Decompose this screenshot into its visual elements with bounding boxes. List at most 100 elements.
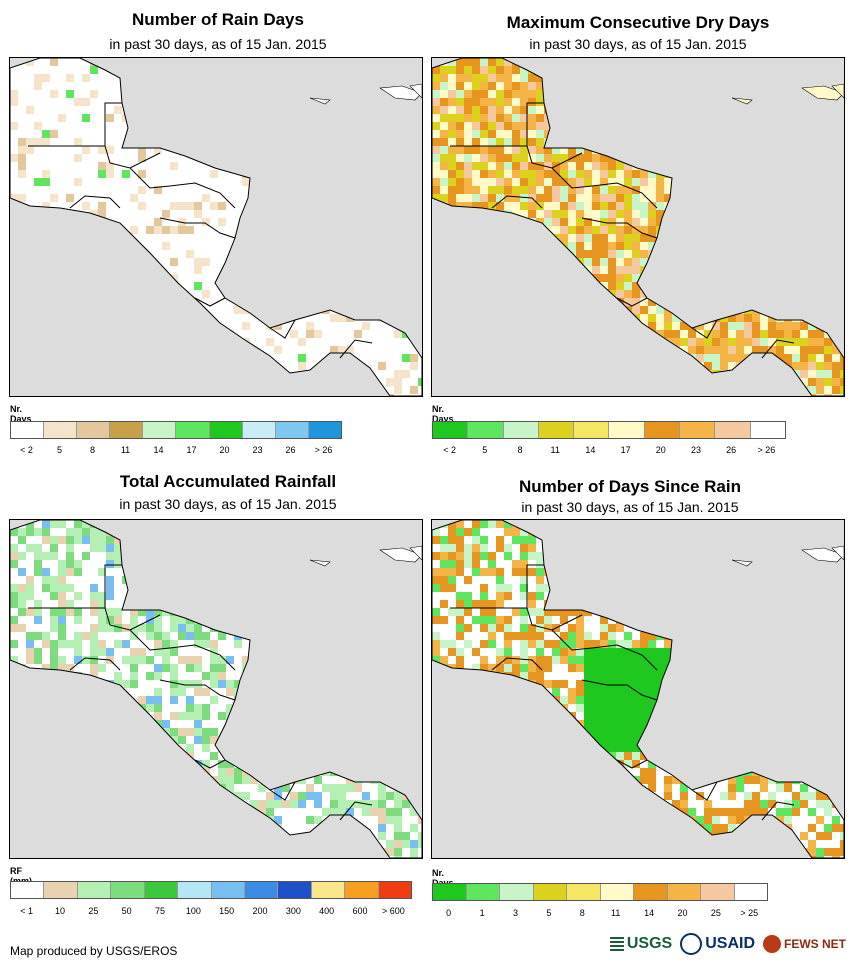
legend-swatch: [211, 882, 245, 898]
island: [831, 83, 844, 99]
rain-days-subtitle: in past 30 days, as of 15 Jan. 2015: [109, 36, 327, 52]
legend-tick-label: 300: [285, 906, 301, 916]
country-border: [339, 801, 373, 821]
dry-days-title: Maximum Consecutive Dry Days: [506, 13, 770, 32]
country-border: [581, 679, 658, 701]
island: [379, 547, 422, 563]
legend-tick-label: > 25: [740, 908, 759, 918]
legend-swatch: [433, 422, 469, 438]
island: [379, 85, 422, 101]
legend-swatch: [176, 422, 210, 438]
usgs-logo: USGS: [609, 935, 672, 953]
legend-tick-label: 150: [219, 906, 235, 916]
country-border: [269, 781, 296, 801]
legend-tick-label: < 1: [20, 906, 34, 916]
legend-tick-label: 20: [655, 445, 666, 455]
legend-tick-label: 11: [611, 908, 621, 918]
legend-swatch: [242, 422, 276, 438]
country-border: [691, 781, 718, 801]
rain-days-legend-bar: [10, 421, 342, 439]
legend-swatch: [500, 884, 534, 900]
country-border: [551, 629, 658, 671]
country-border: [581, 217, 658, 239]
legend-tick-label: > 26: [757, 445, 776, 455]
legend-swatch: [468, 422, 504, 438]
legend-tick-label: 75: [154, 906, 166, 916]
country-border: [616, 759, 648, 769]
rainfall-subtitle: in past 30 days, as of 15 Jan. 2015: [119, 496, 337, 512]
legend-swatch: [44, 882, 78, 898]
legend-tick-label: 100: [185, 906, 201, 916]
legend-tick-label: 3: [512, 908, 519, 918]
legend-swatch: [11, 882, 45, 898]
dry-days-legend-title: Nr. Days: [432, 404, 454, 424]
legend-swatch: [275, 422, 309, 438]
fews-net-mark-icon: [763, 935, 781, 953]
country-border: [761, 339, 795, 359]
legend-tick-label: 20: [219, 445, 230, 455]
island: [831, 545, 844, 561]
country-border: [28, 564, 122, 609]
legend-swatch: [244, 882, 279, 898]
island: [309, 559, 331, 567]
rainfall-title: Total Accumulated Rainfall: [119, 472, 337, 491]
legend-tick-label: 600: [352, 906, 368, 916]
dry-days-legend-ticks: < 2 5 8 11 14 17 20 23 26 > 26: [432, 445, 784, 457]
legend-swatch: [574, 422, 610, 438]
legend-swatch: [600, 884, 634, 900]
legend-tick-label: 23: [690, 445, 702, 455]
legend-tick-label: 26: [726, 445, 737, 455]
legend-swatch: [110, 422, 144, 438]
coastline: [10, 520, 422, 858]
legend-swatch: [644, 422, 681, 438]
country-border: [159, 679, 236, 701]
legend-tick-label: 17: [620, 445, 631, 455]
country-border: [691, 319, 718, 339]
coastline: [432, 520, 844, 858]
legend-tick-label: > 26: [314, 445, 333, 455]
legend-swatch: [77, 882, 112, 898]
dry-days-map: [431, 57, 845, 397]
island: [731, 559, 753, 567]
legend-tick-label: 400: [319, 906, 335, 916]
since-rain-legend-ticks: 0 1 3 5 8 11 14 20 25 > 25: [432, 908, 766, 920]
grid-cells: [432, 58, 844, 396]
legend-swatch: [11, 422, 45, 438]
coastline: [432, 58, 844, 396]
island: [801, 547, 844, 563]
country-border: [28, 102, 122, 147]
legend-tick-label: 11: [550, 445, 560, 455]
country-border: [491, 195, 543, 209]
island: [409, 83, 422, 99]
legend-swatch: [144, 882, 179, 898]
legend-swatch: [609, 422, 645, 438]
rain-days-legend-ticks: < 2 5 8 11 14 17 20 23 26 > 26: [10, 445, 340, 457]
legend-swatch: [178, 882, 212, 898]
country-border: [129, 629, 236, 671]
country-border: [159, 217, 236, 239]
country-border: [616, 297, 648, 307]
legend-tick-label: 26: [285, 445, 296, 455]
since-rain-legend-bar: [432, 883, 768, 901]
legend-swatch: [538, 422, 575, 438]
legend-tick-label: < 2: [443, 445, 456, 455]
country-border: [194, 297, 226, 307]
country-border: [526, 145, 583, 169]
legend-swatch: [503, 422, 539, 438]
country-border: [194, 759, 226, 769]
country-border: [104, 145, 161, 169]
rain-days-map: [9, 57, 423, 397]
legend-tick-label: 10: [54, 906, 66, 916]
legend-tick-label: 17: [186, 445, 197, 455]
legend-tick-label: 8: [517, 445, 523, 455]
legend-swatch: [466, 884, 500, 900]
legend-swatch: [111, 882, 145, 898]
legend-tick-label: 11: [120, 445, 131, 455]
dry-days-legend-bar: [432, 421, 786, 439]
since-rain-subtitle: in past 30 days, as of 15 Jan. 2015: [521, 499, 739, 515]
rain-days-legend-title: Nr. Days: [10, 404, 32, 424]
legend-tick-label: 5: [56, 445, 63, 455]
rainfall-legend-ticks: < 1 10 25 50 75 100 150 200 300 400 600 > 600: [10, 906, 410, 918]
since-rain-map: [431, 519, 845, 859]
country-border: [450, 564, 544, 609]
